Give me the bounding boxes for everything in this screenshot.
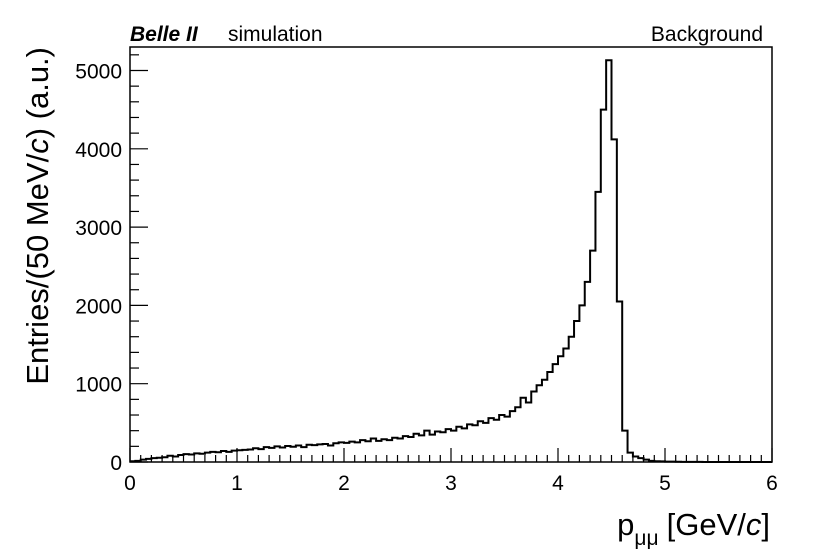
x-tick-label: 1 — [231, 472, 243, 495]
x-tick-label: 5 — [659, 472, 671, 495]
experiment-label: Belle II — [130, 23, 199, 46]
y-tick-label: 3000 — [75, 217, 122, 240]
y-axis-title: Entries/(50 MeV/c) (a.u.) — [20, 47, 55, 385]
x-tick-label: 2 — [338, 472, 350, 495]
x-axis: 0 1 2 3 4 5 6 — [124, 448, 778, 495]
simulation-label: simulation — [228, 23, 323, 46]
sample-label: Background — [651, 23, 763, 46]
x-axis-title: pμμ [GeV/c] — [617, 507, 770, 550]
plot-frame — [129, 46, 773, 463]
x-tick-label: 0 — [124, 472, 136, 495]
y-tick-label: 1000 — [75, 374, 122, 397]
x-tick-label: 4 — [552, 472, 564, 495]
x-tick-label: 3 — [445, 472, 457, 495]
histogram-series — [130, 59, 772, 463]
y-tick-label: 2000 — [75, 295, 122, 318]
y-tick-label: 5000 — [75, 60, 122, 83]
y-axis: 0 1000 2000 3000 4000 5000 — [75, 54, 148, 475]
y-tick-label: 0 — [110, 452, 122, 475]
y-tick-label: 4000 — [75, 139, 122, 162]
x-tick-label: 6 — [766, 472, 778, 495]
